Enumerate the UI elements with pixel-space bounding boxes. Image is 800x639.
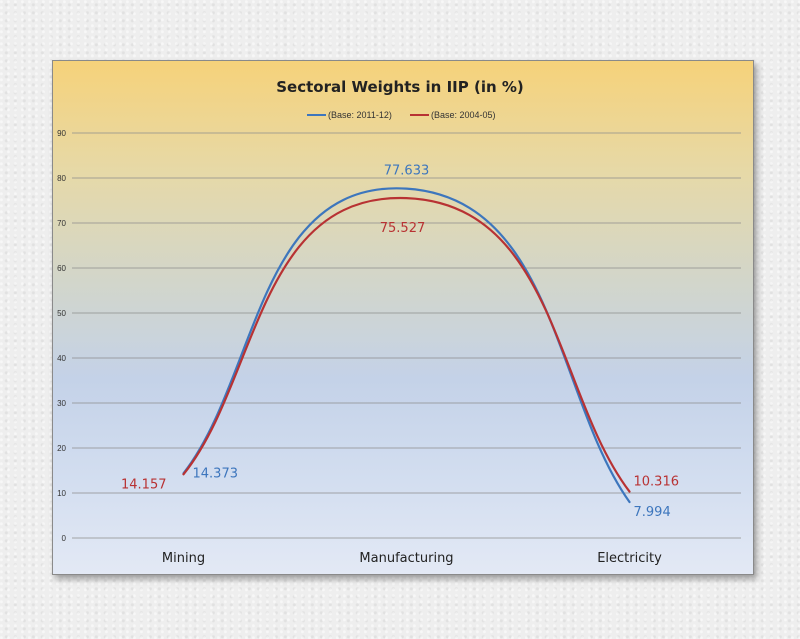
y-tick-label: 20	[57, 444, 66, 453]
data-label: 7.994	[634, 505, 671, 520]
gridlines	[72, 132, 741, 539]
y-tick-label: 30	[57, 399, 66, 408]
data-label: 77.633	[384, 164, 430, 179]
y-tick-label: 10	[57, 489, 66, 498]
y-tick-label: 80	[57, 174, 66, 183]
x-category-label: Electricity	[597, 551, 662, 566]
series-lines	[182, 187, 631, 504]
legend-label-series-2: (Base: 2004-05)	[431, 110, 496, 120]
legend-label-series-1: (Base: 2011-12)	[328, 110, 392, 120]
chart-frame	[52, 60, 754, 575]
x-axis: Mining Manufacturing Electricity	[162, 551, 662, 566]
x-category-label: Manufacturing	[359, 551, 453, 566]
data-label: 14.157	[121, 477, 167, 492]
y-tick-label: 50	[57, 309, 66, 318]
y-tick-label: 90	[57, 129, 66, 138]
series-line-1	[182, 187, 631, 504]
x-category-label: Mining	[162, 551, 205, 566]
y-tick-label: 0	[62, 534, 67, 543]
legend: (Base: 2011-12) (Base: 2004-05)	[307, 110, 496, 120]
y-tick-label: 70	[57, 219, 66, 228]
data-label: 10.316	[634, 475, 680, 490]
data-labels: 14.373 77.633 7.994 14.157 75.527 10.316	[121, 164, 679, 520]
y-tick-label: 40	[57, 354, 66, 363]
chart-title: Sectoral Weights in IIP (in %)	[276, 78, 524, 96]
y-tick-label: 60	[57, 264, 66, 273]
series-line-2	[182, 197, 631, 493]
data-label: 14.373	[193, 466, 239, 481]
data-label: 75.527	[380, 221, 426, 236]
y-axis: 0 10 20 30 40 50 60 70 80 90	[57, 129, 66, 543]
